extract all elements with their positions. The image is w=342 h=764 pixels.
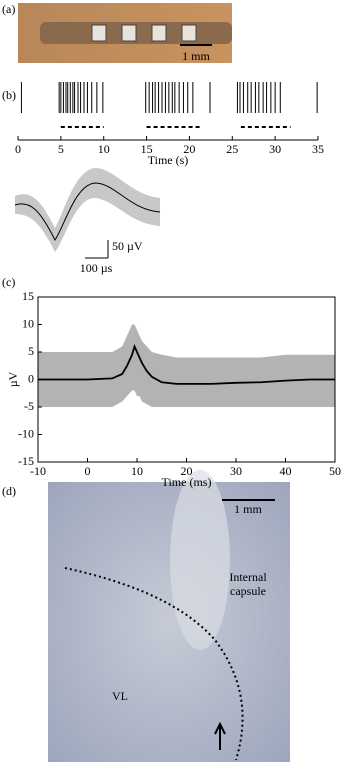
arrow	[214, 721, 226, 750]
x-axis-label: Time (s)	[148, 153, 189, 167]
x-tick-label: -10	[30, 464, 46, 478]
region-label: Internal	[229, 570, 267, 584]
mean-waveform	[14, 182, 161, 241]
noise-band	[38, 324, 335, 380]
panel-label: (d)	[2, 484, 16, 498]
x-tick-label: 5	[58, 142, 64, 156]
y-tick-label: -5	[24, 399, 34, 413]
x-tick-label: 30	[230, 464, 242, 478]
x-tick-label: 25	[226, 142, 238, 156]
scale-label: 1 mm	[182, 49, 210, 63]
x-tick-label: 0	[85, 464, 91, 478]
panel-label: (b)	[2, 88, 16, 102]
y-tick-label: -15	[18, 454, 34, 468]
scale-label: 1 mm	[234, 502, 262, 516]
y-tick-label: 5	[28, 344, 34, 358]
scale-label: 100 µs	[80, 261, 113, 275]
boundary	[64, 567, 244, 761]
y-tick-label: 15	[22, 289, 34, 303]
panel-label: (a)	[2, 2, 15, 16]
electrodes	[91, 24, 197, 42]
y-tick-label: -10	[18, 426, 34, 440]
y-axis-label: µV	[6, 371, 20, 387]
region-label: VL	[112, 689, 128, 703]
x-tick-label: 50	[329, 464, 341, 478]
y-tick-label: 0	[28, 371, 34, 385]
scale-label: 50 µV	[112, 239, 143, 253]
x-tick-label: 40	[280, 464, 292, 478]
x-axis-label: Time (ms)	[162, 475, 212, 489]
panel-label: (c)	[2, 275, 15, 289]
waveform-traces	[15, 168, 160, 252]
mean-trace	[38, 343, 335, 385]
region-label: capsule	[230, 584, 266, 598]
x-tick-label: 15	[141, 142, 153, 156]
tissue	[170, 470, 230, 650]
x-tick-label: 20	[183, 142, 195, 156]
x-tick-label: 10	[131, 464, 143, 478]
photo	[48, 482, 290, 762]
x-tick-label: 10	[98, 142, 110, 156]
noise-band	[38, 379, 335, 407]
x-tick-label: 20	[181, 464, 193, 478]
x-tick-label: 0	[15, 142, 21, 156]
y-tick-label: 10	[22, 316, 34, 330]
x-tick-label: 35	[312, 142, 324, 156]
x-tick-label: 30	[269, 142, 281, 156]
